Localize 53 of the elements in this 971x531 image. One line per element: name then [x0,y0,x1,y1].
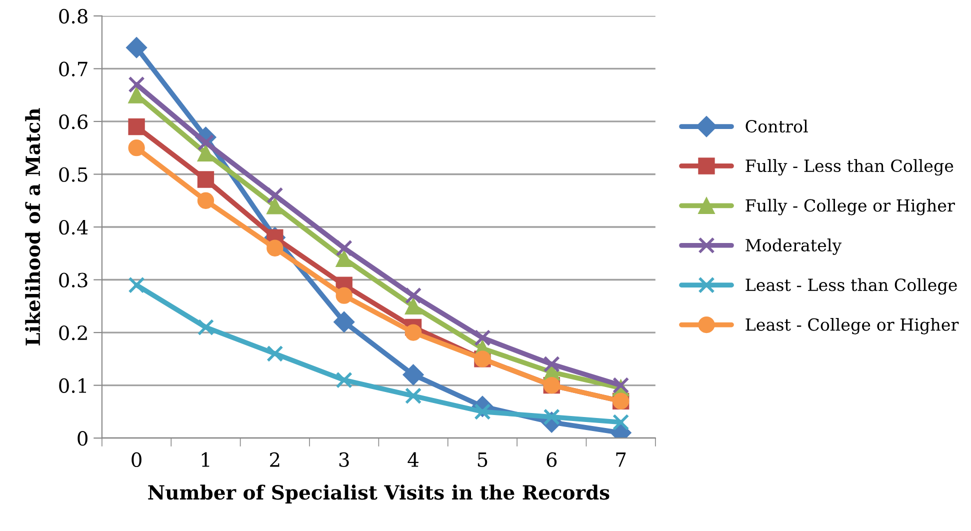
y-tick-label: 0.1 [59,378,86,393]
point [404,298,422,314]
point [197,171,214,188]
y-tick-label: 0.3 [59,272,88,288]
point [402,364,424,386]
point [334,311,355,332]
point [128,276,145,294]
point [266,198,284,214]
y-axis-title: Likelihood of a Match [25,108,40,346]
x-tick-label: 6 [546,452,557,468]
point [126,37,148,58]
point [266,345,284,362]
point [612,376,630,394]
x-axis-title: Number of Specialist Visits in the Records [148,484,610,504]
y-tick-label: 0.8 [59,8,88,24]
y-tick-label: 0 [78,431,88,446]
legend-label: Least - Less than College [746,278,957,295]
x-tick-label: 7 [616,452,626,467]
legend-label: Moderately [746,238,842,255]
x-tick-label: 4 [408,452,418,467]
point [197,318,214,336]
y-tick-label: 0.4 [59,220,88,235]
point [266,187,284,204]
point [543,356,560,373]
y-tick-label: 0.5 [59,167,88,182]
point [336,250,352,267]
point [612,414,630,431]
point [336,240,352,256]
point [128,118,145,136]
y-tick-label: 0.7 [59,62,88,76]
point [197,192,214,209]
legend-label: Least - College or Higher [746,318,959,334]
point [404,388,422,404]
x-tick-label: 2 [270,452,280,467]
point [336,372,352,388]
y-tick-label: 0.6 [59,114,88,130]
x-tick-label: 3 [339,452,349,468]
point [197,144,214,162]
point [474,329,491,346]
legend-label: Fully - Less than College [746,159,954,176]
x-tick-label: 5 [478,452,488,468]
point [336,287,352,304]
x-tick-label: 1 [202,452,210,467]
point [404,324,422,341]
point [404,287,422,304]
point [266,240,284,256]
legend-label: Control [746,120,808,133]
point [128,76,145,93]
point [128,140,145,156]
legend-label: Fully - College or Higher [746,198,955,216]
x-tick-label: 0 [132,452,142,468]
point [128,86,145,104]
y-tick-label: 0.2 [59,325,87,340]
